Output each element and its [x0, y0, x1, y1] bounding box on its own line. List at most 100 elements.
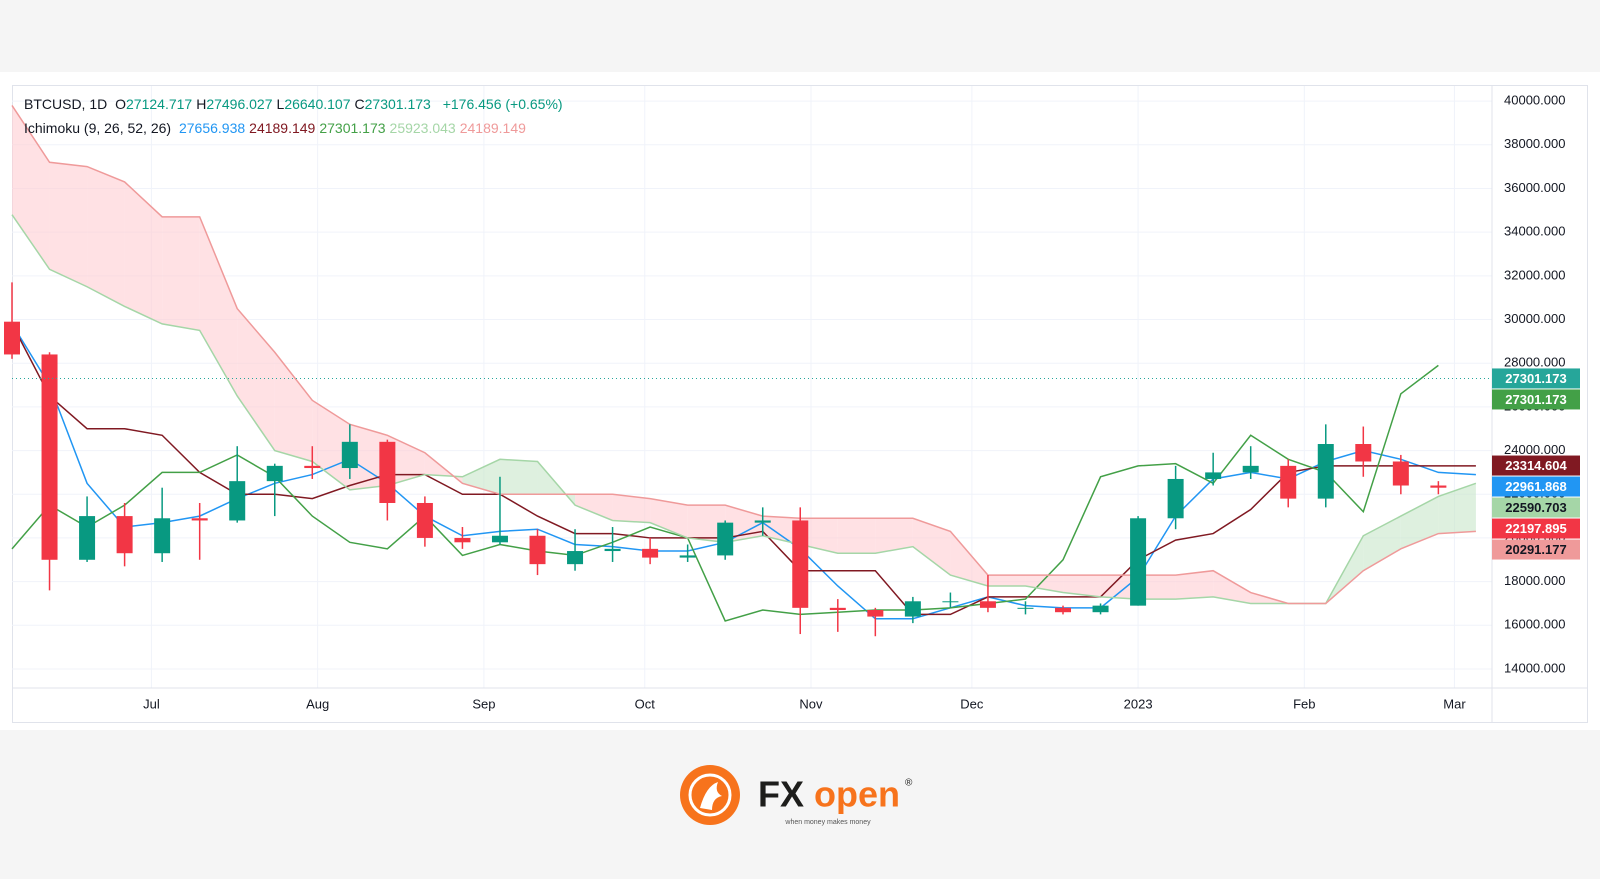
symbol: BTCUSD, 1D: [24, 96, 108, 112]
cloud: [912, 518, 951, 576]
candle-body: [41, 354, 58, 560]
candle-body: [454, 537, 471, 543]
y-tick-label: 24000.000: [1504, 442, 1565, 457]
cloud: [387, 435, 425, 486]
x-tick-label: Mar: [1443, 696, 1466, 711]
x-tick-label: 2023: [1124, 696, 1153, 711]
logo-mark: ®: [905, 778, 913, 789]
price-tag-label: 22197.895: [1505, 521, 1566, 536]
candle-body: [1167, 478, 1184, 519]
candle-body: [717, 522, 734, 556]
candle-body: [529, 535, 546, 565]
candle-body: [79, 516, 96, 560]
indicator-value: 27656.938: [178, 120, 246, 136]
ohlc-label: O: [115, 96, 127, 112]
tenkan-line: [11, 323, 1476, 620]
cloud: [199, 216, 238, 396]
indicator-value: 27301.173: [319, 120, 386, 136]
x-tick-label: Dec: [960, 696, 984, 711]
candle-body: [679, 555, 696, 558]
cloud: [837, 518, 876, 554]
price-tag: [1492, 497, 1580, 518]
cloud: [1100, 575, 1139, 600]
kijun-line: [11, 323, 1476, 616]
cloud: [575, 494, 613, 521]
candle-body: [1092, 605, 1109, 613]
candle-body: [867, 610, 884, 617]
cloud: [1363, 516, 1401, 571]
price-tag: [1492, 518, 1580, 539]
logo-brand-light: open: [814, 774, 900, 815]
indicator-value: 24189.149: [459, 120, 526, 136]
candle-body: [979, 601, 996, 608]
logo-icon-ring: [688, 773, 732, 817]
cloud: [1025, 575, 1064, 593]
cloud: [800, 518, 838, 554]
price-tag: [1492, 476, 1580, 497]
candle-body: [1280, 465, 1297, 499]
candle-body: [942, 601, 959, 603]
cloud: [1063, 575, 1101, 597]
cloud: [274, 352, 313, 462]
price-tag-label: 22590.703: [1505, 500, 1566, 515]
candle-body: [1055, 607, 1072, 613]
ohlc-label: L: [276, 96, 285, 112]
plot: 14000.00016000.00018000.00020000.0002200…: [4, 85, 1587, 723]
price-tag-label: 23314.604: [1505, 458, 1567, 473]
logo-tagline: when money makes money: [784, 819, 871, 826]
cloud: [162, 216, 200, 331]
price-tag: [1492, 455, 1580, 476]
ohlc-value: 26640.107: [284, 96, 351, 112]
y-tick-label: 18000.000: [1504, 573, 1565, 588]
candle-body: [792, 520, 809, 608]
candle-body: [1392, 461, 1409, 486]
cloud: [987, 575, 1026, 586]
price-tag-label: 22961.868: [1505, 479, 1566, 494]
y-tick-label: 38000.000: [1504, 136, 1565, 151]
candle-body: [154, 518, 171, 554]
cloud: [124, 181, 163, 324]
candle-body: [1317, 444, 1334, 499]
cloud: [950, 531, 988, 586]
x-tick-label: Sep: [472, 696, 495, 711]
price-tag: [1492, 368, 1580, 389]
y-tick-label: 14000.000: [1504, 660, 1565, 675]
price-tag: [1492, 539, 1580, 560]
logo-brand-dark: FX: [758, 774, 804, 815]
price-tag: [1492, 389, 1580, 410]
cloud: [237, 308, 275, 451]
cloud: [875, 518, 913, 554]
cloud: [1138, 575, 1176, 600]
candle-body: [642, 548, 659, 558]
candle-body: [567, 551, 584, 565]
y-tick-label: 40000.000: [1504, 93, 1565, 108]
candle-body: [1430, 485, 1447, 488]
span-a-line: [11, 214, 1477, 605]
price-tag-label: 27301.173: [1505, 371, 1566, 386]
ohlc-value: 27301.173: [364, 96, 431, 112]
ohlc-label: C: [354, 96, 365, 112]
candle-body: [341, 441, 358, 469]
cloud: [312, 400, 350, 490]
x-tick-label: Oct: [635, 696, 656, 711]
candle-body: [1130, 518, 1147, 606]
cloud: [1400, 496, 1439, 549]
candle-body: [829, 607, 846, 611]
cloud: [687, 505, 726, 543]
candle-body: [266, 465, 283, 482]
chikou-line: [11, 364, 1439, 622]
candle-body: [754, 520, 771, 523]
indicator-row: Ichimoku (9, 26, 52, 26) 27656.938 24189.…: [24, 116, 567, 140]
candle-body: [1205, 472, 1222, 479]
candle-body: [116, 516, 133, 554]
candle-body: [491, 535, 508, 543]
y-tick-label: 34000.000: [1504, 224, 1565, 239]
y-tick-label: 28000.000: [1504, 355, 1565, 370]
indicator-value: 24189.149: [249, 120, 316, 136]
x-tick-label: Nov: [799, 696, 823, 711]
span-b-line: [11, 105, 1476, 605]
candle-body: [904, 601, 921, 617]
logo-icon-shape: [700, 782, 722, 810]
